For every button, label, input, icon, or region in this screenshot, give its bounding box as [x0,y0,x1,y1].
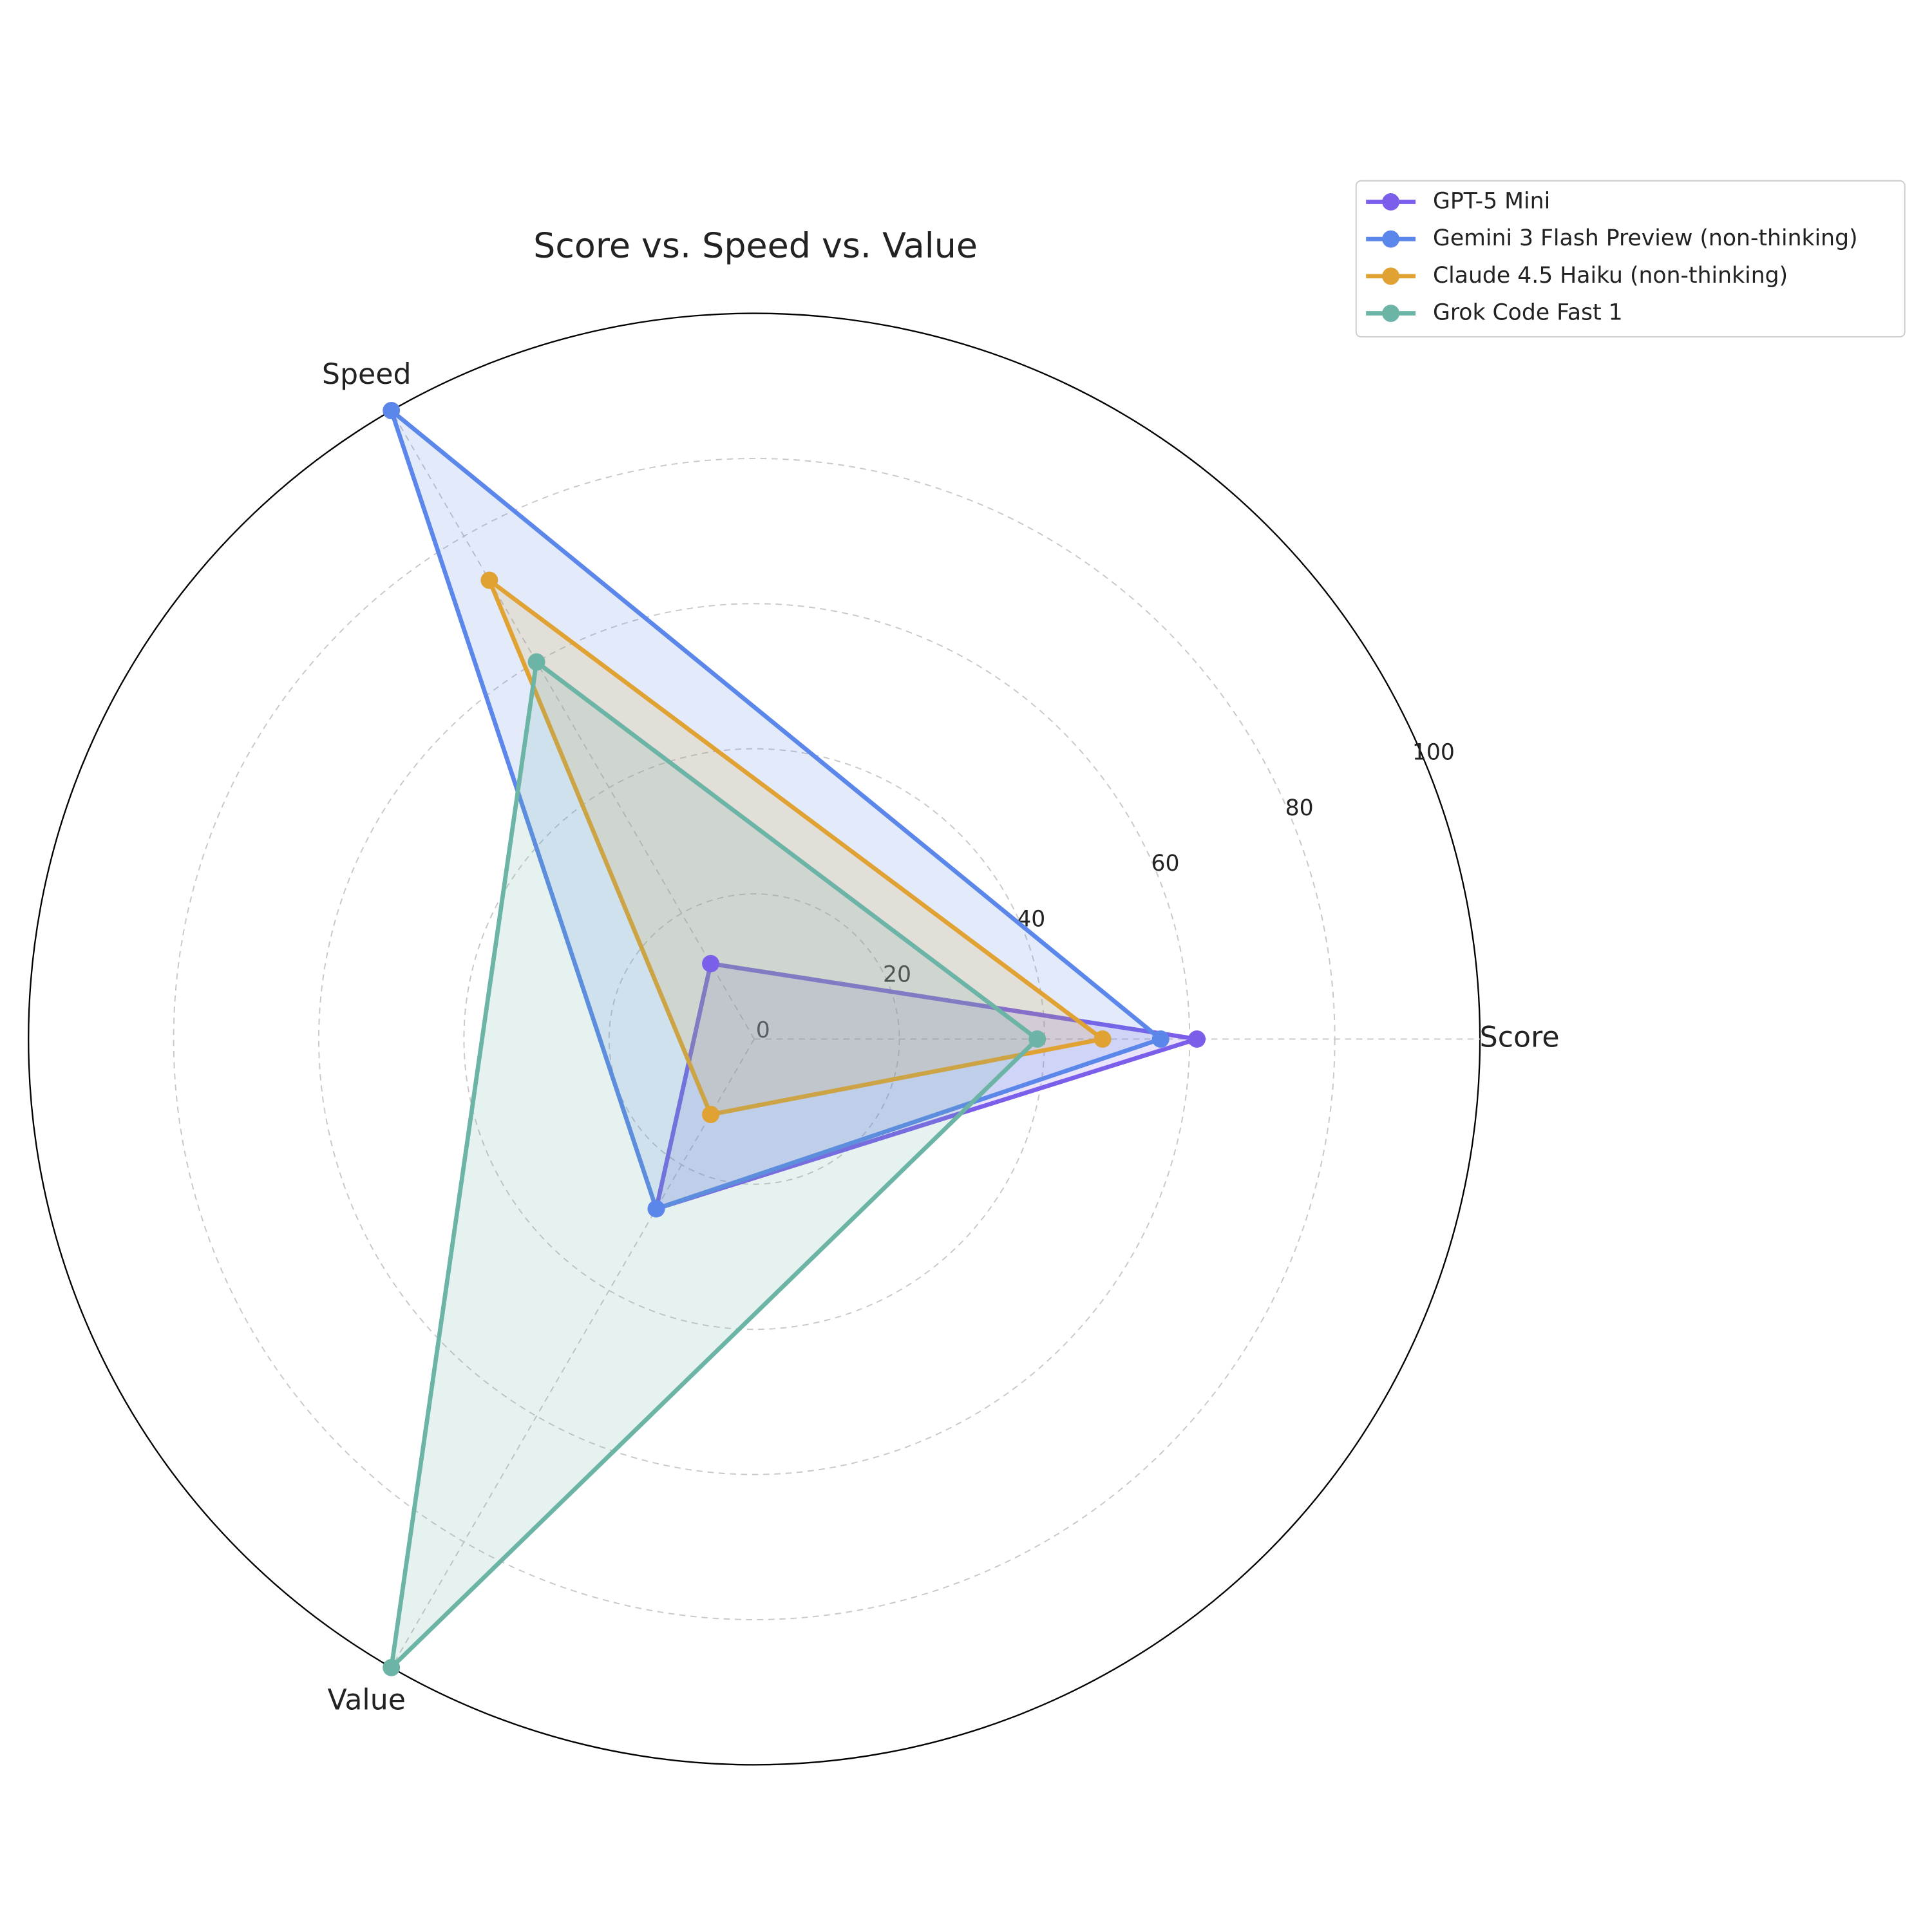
data-point [1188,1030,1206,1048]
category-label: Score [1480,1021,1560,1054]
series-polygon [653,961,1198,1212]
legend: GPT-5 Mini Gemini 3 Flash Preview (non-th… [1355,180,1906,338]
legend-marker [1382,267,1400,285]
chart-title: Score vs. Speed vs. Value [533,225,978,265]
data-point [702,954,719,972]
series-polygon [388,658,1041,1674]
data-point [1028,1030,1046,1048]
legend-label: Grok Code Fast 1 [1433,300,1623,326]
legend-box [1355,180,1906,338]
series-polygon [484,573,1108,1117]
legend-label: GPT-5 Mini [1433,188,1550,214]
r-tick-label: 20 [883,962,911,988]
legend-label: Claude 4.5 Haiku (non-thinking) [1433,263,1788,289]
data-point [702,1106,719,1124]
data-point [383,1658,401,1676]
r-tick-label: 0 [756,1018,770,1043]
data-point [1094,1030,1112,1048]
data-point [480,571,498,589]
legend-marker [1382,193,1400,211]
data-point [527,653,545,671]
plot-area [383,402,1206,1676]
category-label: Value [328,1684,406,1717]
series-polygon [386,404,1166,1212]
legend-marker [1382,230,1400,248]
spoke [390,1038,755,1668]
data-point [383,402,401,419]
r-tick-label: 100 [1412,740,1455,766]
legend-label: Gemini 3 Flash Preview (non-thinking) [1433,225,1858,251]
data-point [1151,1030,1170,1048]
legend-marker [1382,305,1400,322]
r-tick-label: 60 [1151,851,1179,876]
r-tick-label: 80 [1285,795,1314,821]
category-label: Speed [322,358,412,391]
data-point [647,1200,665,1218]
